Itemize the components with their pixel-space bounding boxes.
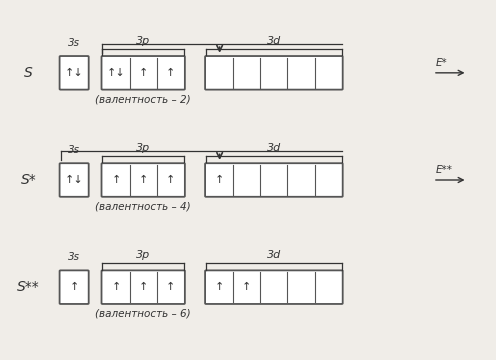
FancyBboxPatch shape [60, 270, 89, 304]
FancyBboxPatch shape [102, 56, 185, 90]
FancyBboxPatch shape [102, 163, 185, 197]
Text: E*: E* [435, 58, 447, 68]
FancyBboxPatch shape [205, 56, 343, 90]
Text: 3d: 3d [267, 143, 281, 153]
Text: 3p: 3p [136, 36, 150, 46]
Text: ↑: ↑ [242, 282, 251, 292]
FancyBboxPatch shape [205, 270, 343, 304]
Text: ↑: ↑ [69, 282, 79, 292]
Text: ↑: ↑ [166, 175, 175, 185]
Text: E**: E** [435, 165, 452, 175]
Text: ↑: ↑ [112, 282, 121, 292]
Text: 3d: 3d [267, 250, 281, 260]
Text: 3s: 3s [68, 252, 80, 262]
Text: 3p: 3p [136, 250, 150, 260]
Text: ↑: ↑ [138, 68, 148, 78]
Text: (валентность – 2): (валентность – 2) [95, 95, 191, 105]
Text: ↑↓: ↑↓ [65, 68, 83, 78]
Text: ↑: ↑ [166, 282, 175, 292]
Text: 3s: 3s [68, 145, 80, 155]
FancyBboxPatch shape [60, 56, 89, 90]
Text: ↑: ↑ [112, 175, 121, 185]
Text: 3s: 3s [68, 38, 80, 48]
Text: S: S [24, 66, 33, 80]
FancyBboxPatch shape [205, 163, 343, 197]
Text: ↑↓: ↑↓ [65, 175, 83, 185]
Text: ↑: ↑ [215, 282, 224, 292]
Text: (валентность – 6): (валентность – 6) [95, 309, 191, 319]
Text: ↑: ↑ [138, 282, 148, 292]
FancyBboxPatch shape [102, 270, 185, 304]
Text: 3d: 3d [267, 36, 281, 46]
FancyBboxPatch shape [60, 163, 89, 197]
Text: ↑↓: ↑↓ [107, 68, 125, 78]
Text: S**: S** [17, 280, 40, 294]
Text: ↑: ↑ [138, 175, 148, 185]
Text: (валентность – 4): (валентность – 4) [95, 202, 191, 212]
Text: S*: S* [21, 173, 36, 187]
Text: 3p: 3p [136, 143, 150, 153]
Text: ↑: ↑ [166, 68, 175, 78]
Text: ↑: ↑ [215, 175, 224, 185]
